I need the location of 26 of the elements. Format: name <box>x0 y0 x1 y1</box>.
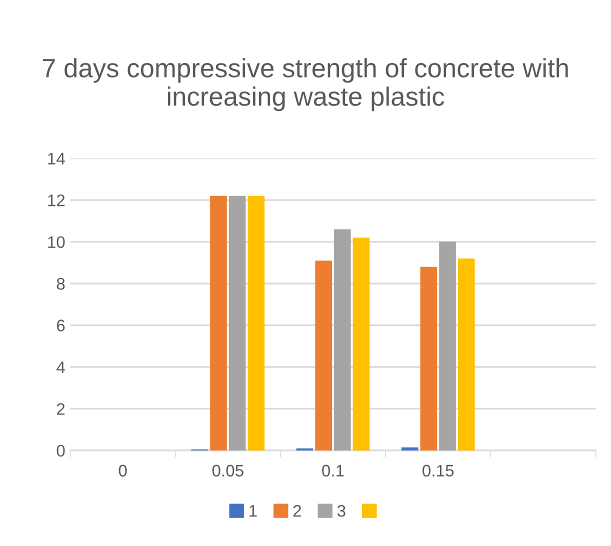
legend-label: 1 <box>250 505 257 517</box>
y-tick-label: 12 <box>48 194 65 206</box>
bar <box>315 260 332 450</box>
bar <box>401 447 418 450</box>
legend-label: 2 <box>293 504 301 517</box>
y-tick-label: 8 <box>56 278 65 290</box>
y-tick-label: 2 <box>56 403 65 415</box>
bar <box>458 258 475 450</box>
x-tick-label: 0.1 <box>322 464 344 477</box>
bar <box>248 196 265 450</box>
y-tick-label: 10 <box>48 236 65 248</box>
bar <box>210 196 227 450</box>
x-tick-label: 0 <box>118 464 127 477</box>
x-tick-label: 0.05 <box>212 464 244 477</box>
bar <box>420 266 438 450</box>
x-tick-label: 0.15 <box>422 464 454 477</box>
bar <box>228 196 246 450</box>
y-tick-label: 14 <box>48 152 65 164</box>
bar <box>352 238 370 450</box>
legend-label: 3 <box>337 504 346 517</box>
y-tick-label: 4 <box>56 362 65 374</box>
y-tick-label: 0 <box>56 444 65 457</box>
chart-title: 7 days compressive strength of concrete with increasing waste plastic <box>42 58 568 112</box>
y-tick-label: 6 <box>56 320 65 332</box>
bar <box>334 229 351 450</box>
bar <box>439 242 456 450</box>
